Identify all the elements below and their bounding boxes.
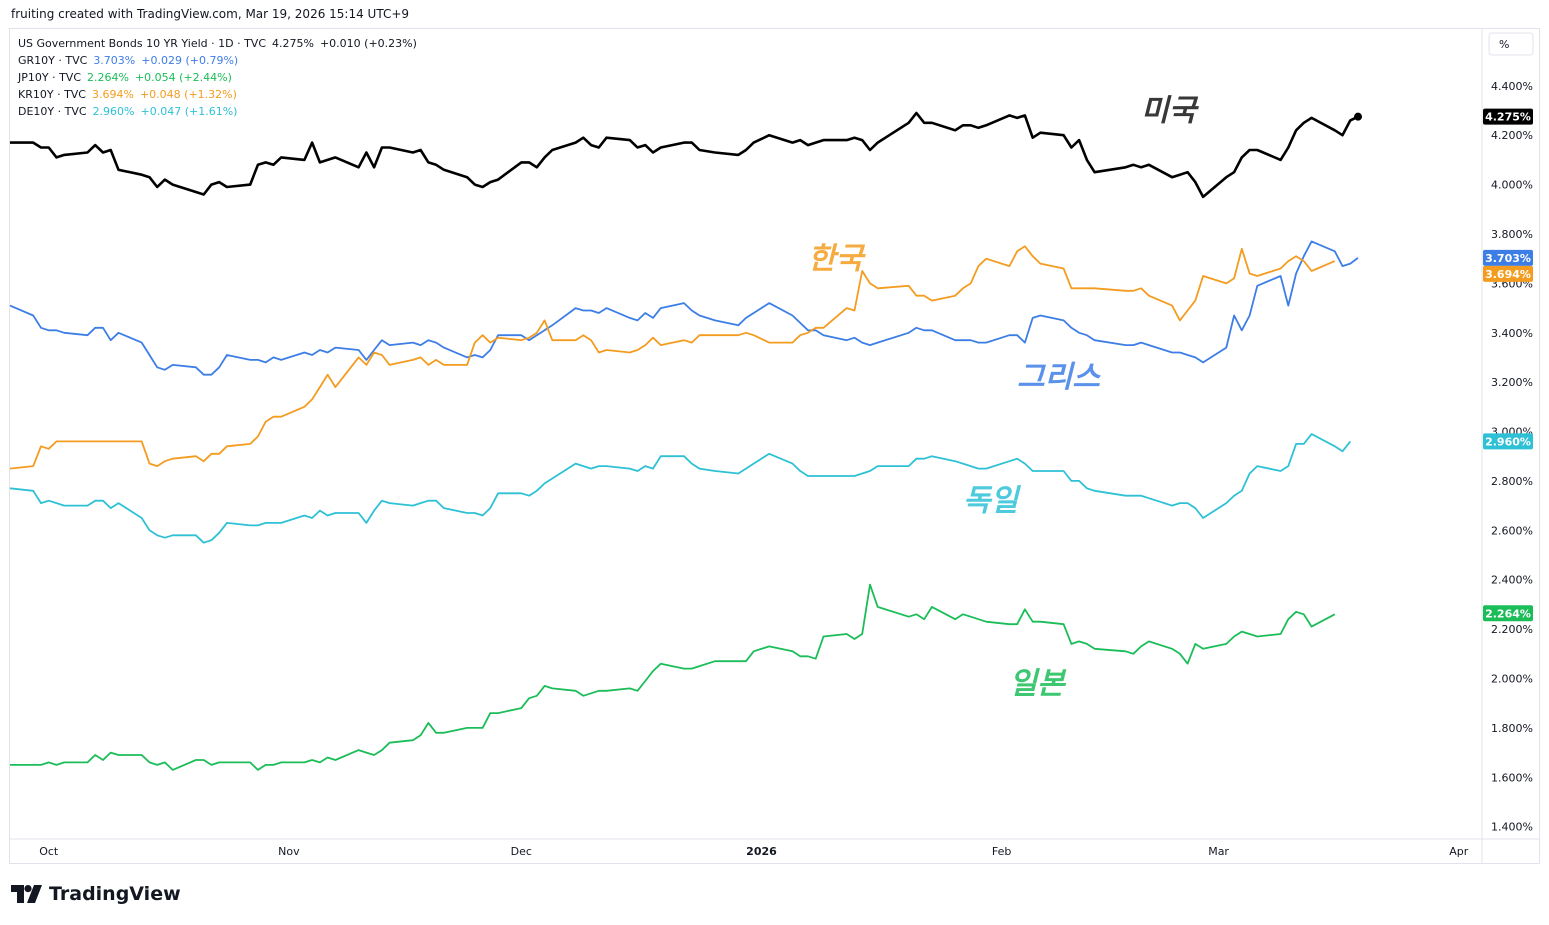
x-tick-label: Nov [278,845,300,858]
chart-legend: US Government Bonds 10 YR Yield · 1D · T… [18,35,417,120]
price-tag-gr [1483,249,1533,266]
chart-grid [10,29,1539,863]
x-tick-label: Apr [1449,845,1469,858]
time-axis[interactable]: Oct Nov Dec 2026 Feb Mar Apr [39,845,1469,858]
legend-change: +0.029 (+0.79%) [141,54,239,67]
price-tag-label-kr: 3.694% [1485,268,1531,281]
y-tick-label: 4.200% [1491,129,1533,142]
chart-frame [9,28,1540,864]
series-line-jp [10,583,1336,771]
price-axis[interactable]: %4.400%4.200%4.000%3.800%3.600%3.400%3.2… [1488,32,1534,834]
series-line-kr [9,245,1336,470]
legend-symbol: KR10Y · TVC [18,88,86,101]
y-tick-label: 3.200% [1491,376,1533,389]
legend-value: 3.694% [92,88,134,101]
legend-row-de10y[interactable]: DE10Y · TVC 2.960% +0.047 (+1.61%) [18,103,417,120]
legend-symbol: US Government Bonds 10 YR Yield · 1D · T… [18,37,266,50]
legend-change: +0.047 (+1.61%) [140,105,238,118]
legend-row-gr10y[interactable]: GR10Y · TVC 3.703% +0.029 (+0.79%) [18,52,417,69]
y-tick-label: 2.800% [1491,475,1533,488]
price-tags: 4.275% 3.703% 3.694% 2.960% 2.264% [1483,108,1533,622]
legend-symbol: DE10Y · TVC [18,105,87,118]
y-tick-label: 3.800% [1491,228,1533,241]
legend-row-main[interactable]: US Government Bonds 10 YR Yield · 1D · T… [18,35,417,52]
y-tick-label: 1.800% [1491,722,1533,735]
series-line-gr [9,240,1359,376]
legend-symbol: GR10Y · TVC [18,54,88,67]
price-tag-kr [1483,265,1533,282]
price-tag-label-us: 4.275% [1485,111,1531,124]
y-tick-label: 2.000% [1491,672,1533,685]
annotation-de: 독일 [963,484,1022,519]
x-tick-label: Oct [39,845,59,858]
price-tag-label-jp: 2.264% [1485,607,1531,620]
legend-value: 2.960% [92,105,135,118]
x-tick-label: Mar [1208,845,1229,858]
series-line-de [9,433,1352,544]
legend-value: 2.264% [87,71,129,84]
brand-name: TradingView [49,883,181,905]
unit-button [1488,32,1534,56]
y-tick-label: 4.400% [1491,80,1533,93]
price-tag-label-gr: 3.703% [1485,252,1531,265]
x-tick-label: Feb [992,845,1011,858]
y-tick-label: 1.400% [1491,821,1533,834]
price-tag-us [1483,108,1533,125]
chart-credit: fruiting created with TradingView.com, M… [11,7,410,21]
series-line-us [10,111,1359,199]
y-tick-label: 4.000% [1491,179,1533,192]
legend-symbol: JP10Y · TVC [18,71,82,84]
y-tick-label: 2.600% [1491,524,1533,537]
y-tick-label: 2.200% [1491,623,1533,636]
legend-value: 4.275% [272,37,314,50]
price-tag-de [1483,433,1533,450]
y-tick-label: 2.400% [1491,574,1533,587]
annotation-us: 미국 [1141,93,1200,128]
chart-series [9,111,1363,771]
tradingview-logo[interactable]: TradingView [11,883,181,905]
legend-value: 3.703% [93,54,136,67]
x-tick-label: 2026 [746,845,777,858]
annotation-gr: 그리스 [1017,360,1101,395]
legend-change: +0.048 (+1.32%) [139,88,237,101]
y-tick-label: 1.600% [1491,771,1533,784]
x-tick-label: Dec [511,845,532,858]
legend-change: +0.054 (+2.44%) [134,71,232,84]
y-tick-label: 3.400% [1491,327,1533,340]
price-tag-label-de: 2.960% [1485,435,1531,448]
legend-row-jp10y[interactable]: JP10Y · TVC 2.264% +0.054 (+2.44%) [18,69,417,86]
price-tag-jp [1483,605,1533,622]
legend-change: +0.010 (+0.23%) [319,37,417,50]
unit-label: % [1499,38,1509,51]
tradingview-logo-icon [11,885,42,903]
series-last-point-us [1354,112,1363,121]
legend-row-kr10y[interactable]: KR10Y · TVC 3.694% +0.048 (+1.32%) [18,86,417,103]
annotation-jp: 일본 [1009,666,1067,701]
annotation-kr: 한국 [808,242,867,277]
